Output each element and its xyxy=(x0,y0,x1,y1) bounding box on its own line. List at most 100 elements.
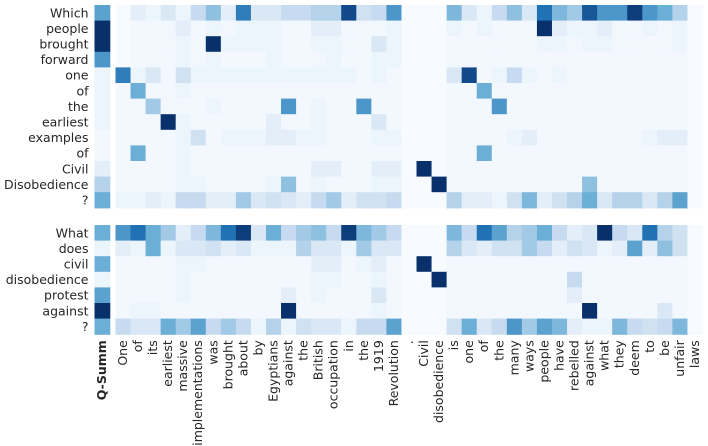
heatmap-cell-p0-r6-c15 xyxy=(326,98,342,115)
heatmap-cell-p0-r10-c14 xyxy=(311,161,327,178)
heatmap-cell-p0-r10-c6 xyxy=(190,161,207,178)
heatmap-cell-p0-r9-c35 xyxy=(627,145,643,162)
heatmap-cell-p0-r10-c17 xyxy=(356,161,372,178)
heatmap-cell-p0-r9-c36 xyxy=(642,145,658,162)
heatmap-cell-p0-r10-c36 xyxy=(642,161,658,178)
heatmap-cell-p0-r11-c32 xyxy=(582,176,598,193)
heatmap-cell-p1-r5-c27 xyxy=(506,303,523,320)
heatmap-cell-p1-r4-c37 xyxy=(657,287,673,304)
heatmap-cell-p1-r1-c4 xyxy=(160,240,177,257)
heatmap-cell-p1-r3-c2 xyxy=(130,271,147,288)
heatmap-cell-p0-r6-c28 xyxy=(521,98,538,115)
heatmap-cell-p0-r3-c9 xyxy=(235,51,252,68)
heatmap-cell-p0-r7-c30 xyxy=(551,114,568,131)
column-labels: Q-Summ One of its earliest massive implementat… xyxy=(94,339,702,445)
heatmap-cell-p0-r5-c10 xyxy=(250,83,267,100)
heatmap-cell-p1-r3-c18 xyxy=(371,271,388,288)
heatmap-cell-p0-r9-c1 xyxy=(115,145,132,162)
heatmap-cell-p0-r7-c3 xyxy=(145,114,162,131)
heatmap-cell-p0-r3-c13 xyxy=(296,51,312,68)
heatmap-cell-p1-r4-c5 xyxy=(175,287,192,304)
heatmap-cell-p0-r6-c17 xyxy=(356,98,372,115)
heatmap-cell-p0-r10-c32 xyxy=(582,161,598,178)
heatmap-cell-p0-r9-c37 xyxy=(657,145,673,162)
heatmap-cell-p0-r7-c4 xyxy=(160,114,177,131)
heatmap-cell-p1-r5-c16 xyxy=(341,303,357,320)
heatmap-cell-p0-r3-c0 xyxy=(94,51,111,68)
heatmap-cell-p1-r4-c38 xyxy=(672,287,689,304)
col-label-15-occupation: occupation xyxy=(326,340,341,409)
heatmap-cell-p0-r11-c6 xyxy=(190,176,207,193)
heatmap-cell-p1-r6-c18 xyxy=(371,318,388,335)
heatmap-cell-p0-r4-c10 xyxy=(250,67,267,84)
heatmap-cell-p0-r1-c21 xyxy=(416,20,433,37)
heatmap-cell-p0-r5-c19 xyxy=(386,83,403,100)
heatmap-cell-p1-r4-c36 xyxy=(642,287,658,304)
heatmap-cell-p1-r3-c7 xyxy=(205,271,222,288)
heatmap-cell-p1-r5-c36 xyxy=(642,303,658,320)
heatmap-cell-p0-r1-c34 xyxy=(612,20,628,37)
col-label-9-about: about xyxy=(235,340,250,376)
heatmap-cell-p0-r6-c32 xyxy=(582,98,598,115)
heatmap-cell-p0-r5-c22 xyxy=(431,83,448,100)
heatmap-cell-p0-r4-c1 xyxy=(115,67,132,84)
heatmap-cell-p0-r3-c31 xyxy=(567,51,583,68)
heatmap-cell-p0-r0-c39 xyxy=(687,5,704,22)
heatmap-cell-p0-r3-c26 xyxy=(491,51,508,68)
heatmap-cell-p0-r9-c0 xyxy=(94,145,111,162)
heatmap-cell-p0-r2-c15 xyxy=(326,36,342,53)
heatmap-cell-p1-r0-c13 xyxy=(296,225,312,242)
heatmap-cell-p1-r1-c26 xyxy=(491,240,508,257)
heatmap-cell-p0-r9-c39 xyxy=(687,145,704,162)
heatmap-cell-p1-r4-c33 xyxy=(597,287,613,304)
heatmap-cell-p1-r2-c32 xyxy=(582,256,598,273)
heatmap-cell-p0-r10-c10 xyxy=(250,161,267,178)
heatmap-cell-p1-r5-c4 xyxy=(160,303,177,320)
heatmap-cell-p0-r3-c20 xyxy=(401,51,418,68)
heatmap-cell-p1-r5-c31 xyxy=(567,303,583,320)
heatmap-cell-p1-r0-c32 xyxy=(582,225,598,242)
heatmap-cell-p0-r7-c38 xyxy=(672,114,689,131)
heatmap-cell-p1-r5-c8 xyxy=(220,303,237,320)
heatmap-cell-p1-r2-c3 xyxy=(145,256,162,273)
heatmap-cell-p0-r10-c1 xyxy=(115,161,132,178)
heatmap-cell-p1-r2-c39 xyxy=(687,256,704,273)
heatmap-cell-p0-r8-c13 xyxy=(296,129,312,146)
heatmap-cell-p0-r11-c25 xyxy=(476,176,493,193)
heatmap-cell-p1-r0-c7 xyxy=(205,225,222,242)
heatmap-cell-p0-r6-c8 xyxy=(220,98,237,115)
heatmap-cell-p1-r6-c34 xyxy=(612,318,628,335)
heatmap-cell-p1-r1-c3 xyxy=(145,240,162,257)
heatmap-cell-p0-r11-c8 xyxy=(220,176,237,193)
row-label-sym: ? xyxy=(82,193,89,208)
heatmap-cell-p1-r0-c12 xyxy=(281,225,297,242)
heatmap-cell-p0-r11-c17 xyxy=(356,176,372,193)
heatmap-cell-p1-r3-c15 xyxy=(326,271,342,288)
row-label-does: does xyxy=(59,241,89,256)
heatmap-cell-p0-r10-c3 xyxy=(145,161,162,178)
heatmap-cell-p0-r5-c33 xyxy=(597,83,613,100)
heatmap-cell-p0-r11-c37 xyxy=(657,176,673,193)
col-label-1-one: One xyxy=(115,340,130,366)
heatmap-cell-p1-r4-c8 xyxy=(220,287,237,304)
heatmap-cell-p0-r7-c23 xyxy=(446,114,463,131)
heatmap-cell-p0-r12-c16 xyxy=(341,192,357,209)
col-label-13-the: the xyxy=(296,340,311,361)
heatmap-cell-p1-r6-c3 xyxy=(145,318,162,335)
col-label-35-deem: deem xyxy=(627,340,642,376)
heatmap-cell-p0-r9-c5 xyxy=(175,145,192,162)
heatmap-cell-p0-r3-c23 xyxy=(446,51,463,68)
heatmap-cell-p0-r1-c5 xyxy=(175,20,192,37)
heatmap-cell-p1-r2-c25 xyxy=(476,256,493,273)
heatmap-cell-p1-r1-c13 xyxy=(296,240,312,257)
heatmap-cell-p0-r4-c23 xyxy=(446,67,463,84)
heatmap-cell-p1-r1-c34 xyxy=(612,240,628,257)
heatmap-cell-p0-r1-c12 xyxy=(281,20,297,37)
heatmap-cell-p0-r0-c36 xyxy=(642,5,658,22)
row-label-of: of xyxy=(76,146,89,161)
heatmap-cell-p0-r0-c18 xyxy=(371,5,388,22)
heatmap-cell-p0-r3-c25 xyxy=(476,51,493,68)
heatmap-cell-p0-r9-c11 xyxy=(265,145,282,162)
heatmap-cell-p0-r3-c32 xyxy=(582,51,598,68)
heatmap-cell-p0-r5-c27 xyxy=(506,83,523,100)
